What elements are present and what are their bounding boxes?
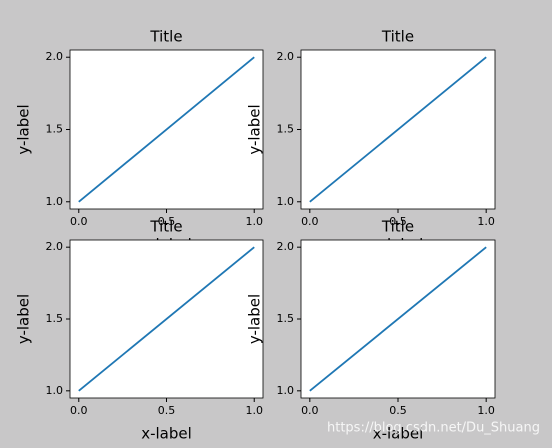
y-tick-label: 1.0 (46, 195, 64, 208)
y-tick-label: 1.0 (277, 195, 295, 208)
y-tick-label: 2.0 (46, 240, 64, 253)
y-tick-label: 1.0 (277, 384, 295, 397)
x-tick-label: 1.0 (477, 215, 495, 228)
y-tick-label: 1.5 (277, 123, 295, 136)
x-tick-label: 0.5 (158, 404, 176, 417)
y-tick-label: 1.5 (277, 312, 295, 325)
x-tick-label: 0.5 (389, 404, 407, 417)
y-tick-label: 2.0 (277, 50, 295, 63)
axes-frame (69, 239, 264, 399)
x-tick-label: 1.0 (245, 215, 263, 228)
y-tick-label: 1.5 (46, 312, 64, 325)
y-axis-label: y-label (15, 104, 33, 154)
axes-title: Title (381, 28, 414, 46)
data-line (78, 246, 255, 392)
y-tick-label: 1.0 (46, 384, 64, 397)
data-line (309, 56, 487, 203)
axes-title: Title (381, 218, 414, 236)
x-tick-label: 0.0 (301, 215, 319, 228)
y-tick-label: 2.0 (277, 240, 295, 253)
x-tick-label: 0.0 (70, 215, 88, 228)
x-tick-label: 0.0 (301, 404, 319, 417)
data-line (309, 246, 487, 392)
y-tick-label: 1.5 (46, 123, 64, 136)
axes-frame (69, 49, 264, 210)
y-axis-label: y-label (246, 104, 264, 154)
x-axis-label: x-label (373, 425, 424, 443)
y-axis-label: y-label (15, 294, 33, 344)
axes-frame (300, 239, 496, 399)
watermark: https://blog.csdn.net/Du_Shuang (327, 421, 540, 436)
axes-title: Title (149, 28, 182, 46)
axes-frame (300, 49, 496, 210)
axes-title: Title (149, 218, 182, 236)
data-line (78, 56, 255, 203)
x-tick-label: 0.5 (389, 215, 407, 228)
x-tick-label: 0.0 (70, 404, 88, 417)
x-tick-label: 1.0 (245, 404, 263, 417)
x-axis-label: x-label (141, 425, 192, 443)
y-tick-label: 2.0 (46, 50, 64, 63)
y-axis-label: y-label (246, 294, 264, 344)
x-tick-label: 0.5 (158, 215, 176, 228)
x-tick-label: 1.0 (477, 404, 495, 417)
